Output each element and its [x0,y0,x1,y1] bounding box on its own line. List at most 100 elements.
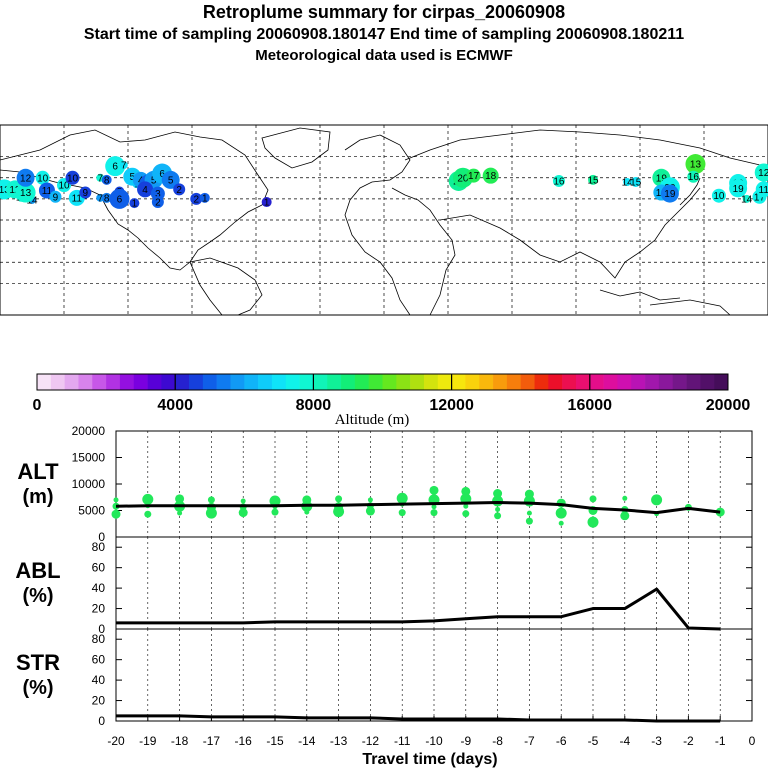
plume-marker-label: 7 [97,193,103,204]
colorbar-frame [36,373,729,391]
plume-marker-dot [190,192,203,205]
colorbar-cell [700,374,715,390]
plume-marker: 2 [190,192,203,205]
alt-cluster-point [587,516,599,528]
colorbar-cell [106,374,121,390]
plume-marker-label: 8 [104,193,110,204]
plume-marker-label: 14 [622,178,634,189]
plume-marker: 9 [79,186,92,199]
alt-cluster-point [589,495,597,503]
alt-cluster-point [555,507,567,519]
panel-x-tick-label: -12 [362,734,380,748]
plume-marker-label: 2 [176,185,182,196]
plume-marker: 16 [687,170,700,183]
plume-marker: 12 [754,163,768,182]
panel-x-tick-label: -3 [651,734,662,748]
colorbar-cell [133,374,148,390]
panel-x-tick-label: -4 [619,734,630,748]
plume-marker-dot [623,178,632,186]
alt-cluster-point [177,510,183,516]
plume-marker-dot [129,198,140,209]
plume-marker-label: 7 [97,173,103,184]
plume-marker: 8 [101,174,112,186]
alt-cluster-point [715,507,725,517]
plume-marker-dot [199,192,210,203]
panel-axis-unit: (%) [22,585,53,607]
alt-cluster-point [523,495,535,507]
panel-y-tick-label: 15000 [72,451,106,465]
colorbar-cell [658,374,674,390]
panel-y-tick-label: 40 [92,673,106,687]
plume-marker-label: 15 [588,175,600,186]
plume-marker-label: 11 [72,193,83,204]
plume-marker-label: 10 [58,181,70,192]
plume-marker: 10 [35,170,50,185]
plume-marker-label: 19 [664,189,676,200]
plume-marker: 19 [729,179,748,198]
colorbar-cell [92,374,107,390]
colorbar-cell [147,374,162,390]
panel-y-tick-label: 20000 [72,424,106,438]
colorbar-cell [78,374,93,390]
plume-marker-label: 1 [132,199,138,210]
colorbar-cell [714,374,729,390]
plume-marker-dot [630,177,641,187]
alt-cluster-point [620,511,630,521]
plume-marker: 7 [119,161,128,172]
plume-marker-label: 4 [142,185,148,196]
colorbar-cell [327,374,342,390]
plume-marker-label: 13 [20,188,32,199]
plume-marker-label: 5 [129,172,135,183]
colorbar-tick-label: 0 [33,397,42,414]
plume-marker-label: 11 [42,186,53,197]
panel-y-tick-label: 80 [92,632,106,646]
panel-x-tick-label: -13 [330,734,348,748]
alt-cluster-point [396,492,408,504]
panel-x-tick-label: 0 [749,734,756,748]
time-series-panels: 05000100001500020000ALT(m)020406080ABL(%… [15,424,755,768]
panel-y-tick-label: 60 [92,561,106,575]
plume-marker-label: 6 [117,194,123,205]
alt-cluster-point [398,509,406,517]
plume-marker-dot [261,197,272,208]
plume-marker-label: 15 [630,178,642,189]
panel-y-tick-label: 40 [92,581,106,595]
plume-marker-dot [173,183,186,196]
colorbar-cell [271,374,287,390]
plume-marker-dot [754,163,768,182]
plume-marker-label: 14 [741,194,753,205]
met-data-line: Meteorological data used is ECMWF [255,47,513,64]
plume-marker: 11 [755,181,768,198]
alt-cluster-point [493,489,503,499]
colorbar-cell [285,374,300,390]
colorbar-cell [202,374,217,390]
plume-marker-label: 10 [37,173,49,184]
plume-marker: 13 [685,154,706,175]
plume-marker-dot [15,182,36,203]
plume-marker-dot [482,167,499,184]
alt-cluster-point [271,508,279,516]
plume-marker: 1 [199,192,210,204]
plume-marker: 5 [161,170,180,189]
panel-x-tick-label: -15 [266,734,284,748]
panel-y-tick-label: 60 [92,653,106,667]
plume-marker-label: 16 [688,172,700,183]
plume-marker-dot [65,170,80,185]
panel-x-tick-label: -6 [556,734,567,748]
colorbar-label: Altitude (m) [335,412,410,428]
plume-marker-label: 12 [9,185,21,196]
colorbar-cell [645,374,660,390]
alt-cluster-point [367,497,373,503]
alt-cluster-point [240,498,246,504]
plume-marker-dot [101,174,112,185]
alt-cluster-point [651,494,663,506]
plume-marker-dot [466,168,481,183]
panel-axis-title: ABL [15,558,60,583]
plume-marker: 15 [588,174,600,186]
alt-cluster-point [558,520,564,526]
panel-y-tick-label: 0 [98,622,105,636]
colorbar-cell [161,374,176,390]
plume-marker-label: 19 [733,184,745,195]
alt-cluster-point [492,495,504,507]
